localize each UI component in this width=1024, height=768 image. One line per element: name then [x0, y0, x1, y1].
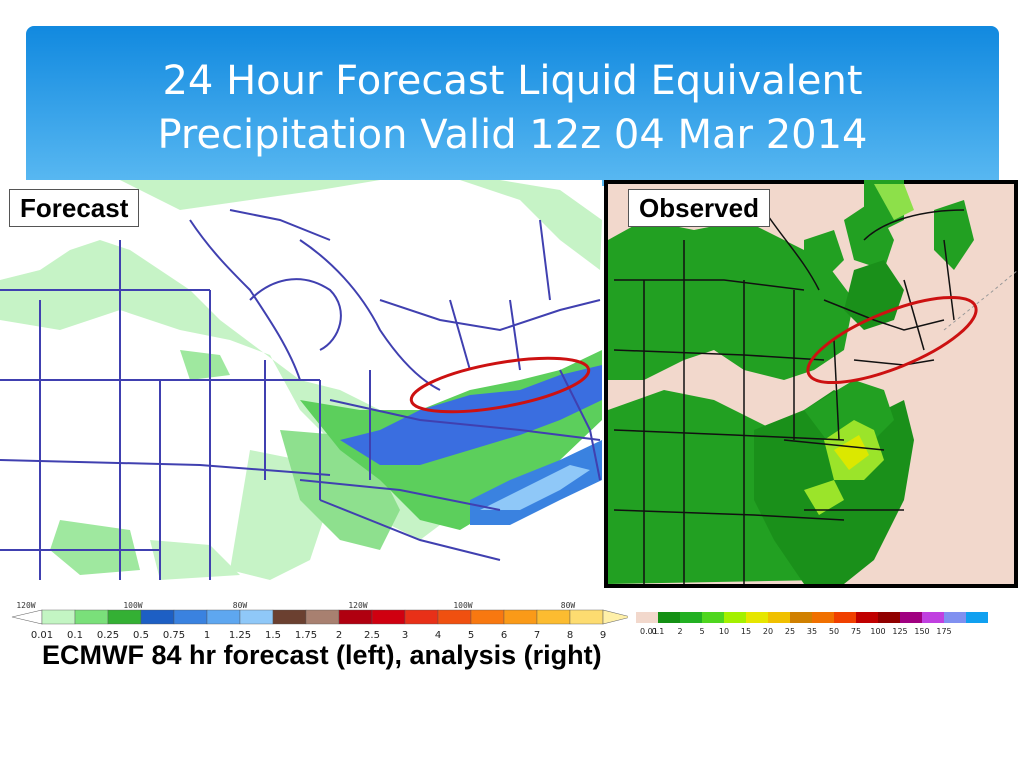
- observed-scale-swatch: [812, 612, 834, 623]
- observed-scale-tick: 10: [719, 627, 729, 636]
- scale-arrow-right: [602, 609, 632, 625]
- forecast-scale-swatch: [173, 609, 208, 625]
- observed-scale-swatch: [724, 612, 746, 623]
- observed-scale-swatch: [658, 612, 680, 623]
- forecast-scale-tick: 6: [501, 630, 507, 641]
- observed-scale-tick: 0.01: [640, 627, 658, 636]
- forecast-label: Forecast: [9, 189, 140, 227]
- observed-scale-swatch: [900, 612, 922, 623]
- observed-scale-swatch: [680, 612, 702, 623]
- scale-longitude-label: 80W: [233, 601, 248, 610]
- observed-scale-tick: 25: [785, 627, 795, 636]
- observed-scale-tick: 175: [936, 627, 951, 636]
- observed-scale-swatch: [944, 612, 966, 623]
- forecast-scale-swatch: [140, 609, 175, 625]
- observed-scale-tick: 5: [699, 627, 704, 636]
- observed-scale-tick: 15: [741, 627, 751, 636]
- observed-scale-tick: 150: [914, 627, 929, 636]
- forecast-scale-tick: 7: [534, 630, 540, 641]
- forecast-scale-swatch: [206, 609, 241, 625]
- scale-longitude-label: 100W: [453, 601, 472, 610]
- observed-scale-swatch: [966, 612, 988, 623]
- title-bar: 24 Hour Forecast Liquid Equivalent Preci…: [26, 26, 999, 186]
- forecast-scale-tick: 9: [600, 630, 606, 641]
- scale-longitude-label: 80W: [561, 601, 576, 610]
- observed-label: Observed: [628, 189, 770, 227]
- forecast-scale-tick: 0.5: [133, 630, 149, 641]
- forecast-scale-swatch: [503, 609, 538, 625]
- forecast-scale-swatch: [569, 609, 604, 625]
- observed-scale-tick: 35: [807, 627, 817, 636]
- observed-scale-swatch: [922, 612, 944, 623]
- forecast-scale-swatch: [437, 609, 472, 625]
- scale-longitude-label: 120W: [348, 601, 367, 610]
- forecast-map: [0, 180, 602, 580]
- forecast-scale-tick: 0.75: [163, 630, 185, 641]
- observed-color-scale: 0.01 0.1 2 5 10 15 20 25 35 50 75 100 125 150 175: [634, 610, 994, 640]
- slide-caption: ECMWF 84 hr forecast (left), analysis (r…: [42, 640, 602, 670]
- forecast-color-scale: 120W 100W 80W 120W 100W 80W 0.01 0.1 0.25 0.5 0.75…: [8, 600, 632, 644]
- observed-scale-swatch: [834, 612, 856, 623]
- observed-scale-tick: 0.1: [652, 627, 665, 636]
- forecast-scale-swatch: [536, 609, 571, 625]
- forecast-scale-tick: 1: [204, 630, 210, 641]
- forecast-scale-swatch: [338, 609, 373, 625]
- forecast-scale-tick: 3: [402, 630, 408, 641]
- observed-map: [604, 180, 1018, 588]
- observed-scale-swatch: [768, 612, 790, 623]
- observed-scale-swatch: [746, 612, 768, 623]
- forecast-scale-tick: 8: [567, 630, 573, 641]
- forecast-scale-swatch: [470, 609, 505, 625]
- forecast-scale-tick: 1.5: [265, 630, 281, 641]
- forecast-scale-swatch: [404, 609, 439, 625]
- observed-scale-swatch: [702, 612, 724, 623]
- forecast-scale-tick: 0.1: [67, 630, 83, 641]
- forecast-scale-swatch: [371, 609, 406, 625]
- observed-scale-swatch: [636, 612, 658, 623]
- scale-arrow-left: [11, 609, 43, 625]
- forecast-scale-tick: 0.25: [97, 630, 119, 641]
- forecast-scale-tick: 4: [435, 630, 441, 641]
- observed-scale-tick: 50: [829, 627, 839, 636]
- forecast-scale-swatch: [239, 609, 274, 625]
- title-line-2: Precipitation Valid 12z 04 Mar 2014: [157, 112, 868, 158]
- forecast-scale-tick: 0.01: [31, 630, 53, 641]
- forecast-scale-tick: 2: [336, 630, 342, 641]
- observed-scale-swatch: [878, 612, 900, 623]
- title-line-1: 24 Hour Forecast Liquid Equivalent: [162, 58, 863, 104]
- forecast-scale-swatch: [107, 609, 142, 625]
- scale-longitude-label: 120W: [16, 601, 35, 610]
- forecast-scale-swatch: [74, 609, 109, 625]
- forecast-scale-swatch: [305, 609, 340, 625]
- forecast-scale-tick: 2.5: [364, 630, 380, 641]
- observed-scale-tick: 125: [892, 627, 907, 636]
- observed-scale-swatch: [856, 612, 878, 623]
- slide-title: 24 Hour Forecast Liquid Equivalent Preci…: [26, 54, 999, 162]
- forecast-scale-tick: 1.25: [229, 630, 251, 641]
- observed-scale-tick: 75: [851, 627, 861, 636]
- forecast-scale-swatch: [41, 609, 76, 625]
- forecast-scale-tick: 1.75: [295, 630, 317, 641]
- observed-scale-tick: 100: [870, 627, 885, 636]
- observed-scale-swatch: [790, 612, 812, 623]
- observed-scale-tick: 2: [677, 627, 682, 636]
- observed-scale-tick: 20: [763, 627, 773, 636]
- forecast-scale-tick: 5: [468, 630, 474, 641]
- scale-longitude-label: 100W: [123, 601, 142, 610]
- forecast-scale-swatch: [272, 609, 307, 625]
